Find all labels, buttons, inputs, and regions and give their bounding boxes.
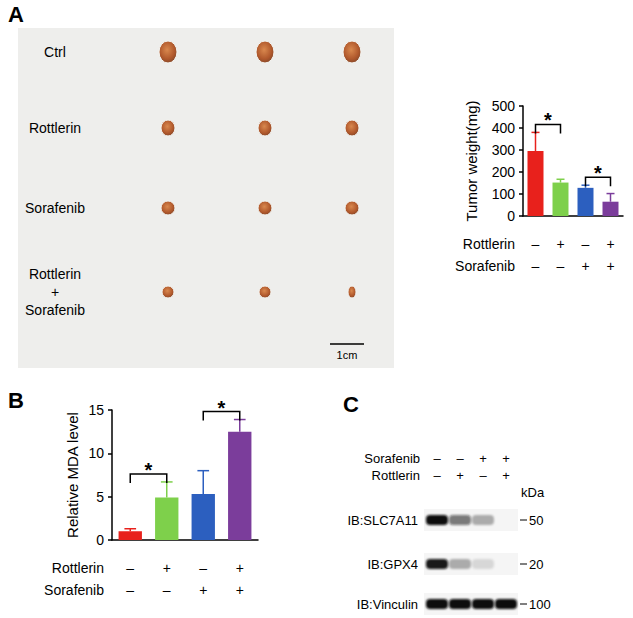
svg-text:Rottlerin: Rottlerin	[372, 468, 420, 483]
svg-text:B: B	[8, 388, 24, 413]
svg-text:–: –	[456, 451, 464, 466]
svg-text:IB:Vinculin: IB:Vinculin	[357, 597, 418, 612]
svg-text:–: –	[479, 468, 487, 483]
svg-text:+: +	[163, 560, 171, 576]
svg-text:IB:GPX4: IB:GPX4	[367, 557, 418, 572]
svg-text:kDa: kDa	[521, 485, 545, 500]
svg-text:–: –	[532, 258, 540, 274]
svg-text:–: –	[557, 258, 565, 274]
svg-text:–: –	[163, 582, 171, 598]
svg-text:+: +	[556, 236, 564, 252]
svg-text:Sorafenib: Sorafenib	[455, 258, 515, 274]
svg-text:+: +	[502, 451, 510, 466]
svg-text:+: +	[606, 258, 614, 274]
svg-text:100: 100	[529, 597, 551, 612]
svg-text:Rottlerin: Rottlerin	[463, 236, 515, 252]
svg-text:*: *	[544, 109, 552, 131]
svg-text:500: 500	[492, 98, 516, 114]
svg-text:*: *	[594, 162, 602, 184]
svg-text:10: 10	[88, 445, 104, 461]
svg-text:–: –	[433, 451, 441, 466]
svg-text:+: +	[236, 582, 244, 598]
svg-text:+: +	[236, 560, 244, 576]
svg-text:Sorafenib: Sorafenib	[44, 582, 104, 598]
svg-text:IB:SLC7A11: IB:SLC7A11	[347, 513, 418, 528]
svg-text:–: –	[433, 468, 441, 483]
svg-text:100: 100	[492, 186, 516, 202]
svg-text:–: –	[199, 560, 207, 576]
svg-text:+: +	[479, 451, 487, 466]
svg-text:0: 0	[507, 208, 515, 224]
svg-text:Rottlerin: Rottlerin	[29, 120, 81, 136]
svg-text:50: 50	[529, 513, 543, 528]
svg-text:Rottlerin: Rottlerin	[52, 560, 104, 576]
svg-text:*: *	[145, 459, 153, 481]
svg-text:Sorafenib: Sorafenib	[25, 200, 85, 216]
svg-text:A: A	[8, 2, 24, 27]
svg-text:400: 400	[492, 120, 516, 136]
svg-text:–: –	[126, 560, 134, 576]
svg-text:–: –	[532, 236, 540, 252]
svg-text:–: –	[126, 582, 134, 598]
svg-text:+: +	[606, 236, 614, 252]
svg-text:5: 5	[96, 489, 104, 505]
svg-text:Ctrl: Ctrl	[44, 44, 66, 60]
svg-text:+: +	[581, 258, 589, 274]
svg-text:300: 300	[492, 142, 516, 158]
svg-text:+: +	[502, 468, 510, 483]
svg-text:1cm: 1cm	[337, 349, 358, 361]
svg-text:Sorafenib: Sorafenib	[364, 451, 420, 466]
svg-text:C: C	[343, 392, 359, 417]
svg-text:20: 20	[529, 557, 543, 572]
svg-text:Tumor weight(mg): Tumor weight(mg)	[463, 100, 480, 221]
svg-text:–: –	[582, 236, 590, 252]
svg-text:15: 15	[88, 402, 104, 418]
svg-text:+: +	[199, 582, 207, 598]
svg-text:Relative MDA level: Relative MDA level	[64, 412, 81, 538]
svg-text:+: +	[456, 468, 464, 483]
svg-text:Rottlerin: Rottlerin	[29, 266, 81, 282]
svg-text:*: *	[218, 397, 226, 419]
svg-text:200: 200	[492, 164, 516, 180]
svg-text:0: 0	[96, 532, 104, 548]
svg-text:+: +	[51, 284, 59, 300]
svg-text:Sorafenib: Sorafenib	[25, 302, 85, 318]
